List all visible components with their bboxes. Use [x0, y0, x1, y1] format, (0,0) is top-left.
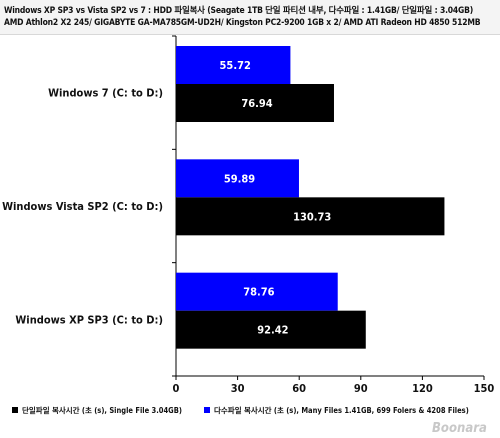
x-tick-label: 60 [292, 382, 306, 395]
bar-single-file [176, 197, 445, 236]
legend-label: 다수파일 복사시간 (초 (s), Many Files 1.41GB, 699… [214, 405, 469, 415]
category-label: Windows Vista SP2 (C: to D:) [2, 200, 163, 213]
chart-title: Windows XP SP3 vs Vista SP2 vs 7 : HDD 파… [4, 6, 474, 16]
x-tick-label: 150 [474, 382, 495, 395]
x-tick-label: 120 [412, 382, 433, 395]
category-label: Windows XP SP3 (C: to D:) [15, 313, 163, 326]
bar-many-files [176, 272, 338, 311]
chart-header: Windows XP SP3 vs Vista SP2 vs 7 : HDD 파… [0, 0, 500, 35]
legend-swatch [204, 407, 210, 413]
data-label: 76.94 [241, 97, 272, 110]
data-label: 130.73 [293, 210, 331, 223]
watermark-logo: Boonara [432, 421, 487, 436]
data-label: 78.76 [243, 286, 274, 299]
legend-swatch [12, 407, 18, 413]
x-tick-label: 0 [173, 382, 180, 395]
x-tick-label: 30 [231, 382, 245, 395]
data-label: 59.89 [224, 172, 255, 185]
category-label: Windows 7 (C: to D:) [48, 87, 163, 100]
bar-single-file [176, 310, 366, 349]
bar-single-file [176, 84, 334, 122]
legend-label: 단일파일 복사시간 (초 (s), Single File 3.04GB) [22, 405, 182, 415]
bar-many-files [176, 46, 291, 84]
x-tick-label: 90 [354, 382, 368, 395]
data-label: 92.42 [257, 324, 288, 337]
bar-many-files [176, 159, 299, 198]
chart-subtitle: AMD Athlon2 X2 245/ GIGABYTE GA-MA785GM-… [4, 18, 481, 28]
data-label: 55.72 [220, 59, 251, 72]
